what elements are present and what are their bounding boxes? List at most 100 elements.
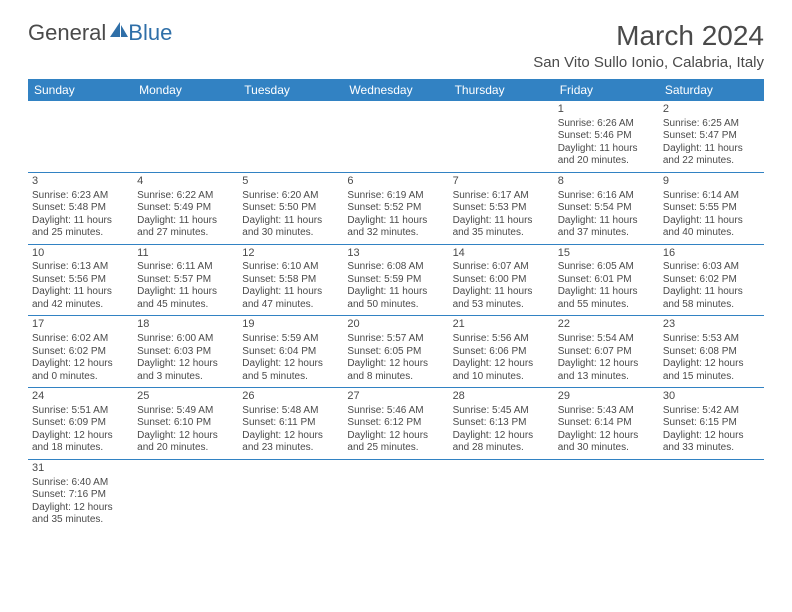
calendar-day-cell: 4Sunrise: 6:22 AMSunset: 5:49 PMDaylight… (133, 172, 238, 244)
sunrise-line: Sunrise: 6:17 AM (453, 190, 550, 203)
sunset-line: Sunset: 6:02 PM (32, 346, 129, 359)
daylight-line-1: Daylight: 11 hours (558, 143, 655, 156)
day-number: 16 (663, 247, 760, 261)
daylight-line-1: Daylight: 11 hours (558, 215, 655, 228)
sunset-line: Sunset: 5:49 PM (137, 202, 234, 215)
weekday-header: Wednesday (343, 79, 448, 101)
daylight-line-2: and 42 minutes. (32, 299, 129, 312)
sunrise-line: Sunrise: 6:02 AM (32, 333, 129, 346)
daylight-line-2: and 20 minutes. (137, 442, 234, 455)
day-number: 8 (558, 175, 655, 189)
sunrise-line: Sunrise: 5:45 AM (453, 405, 550, 418)
daylight-line-2: and 20 minutes. (558, 155, 655, 168)
daylight-line-2: and 23 minutes. (242, 442, 339, 455)
daylight-line-1: Daylight: 11 hours (137, 215, 234, 228)
calendar-day-cell: 31Sunrise: 6:40 AMSunset: 7:16 PMDayligh… (28, 459, 133, 530)
sunset-line: Sunset: 5:54 PM (558, 202, 655, 215)
sunrise-line: Sunrise: 6:08 AM (347, 261, 444, 274)
weekday-header: Monday (133, 79, 238, 101)
month-title: March 2024 (533, 20, 764, 52)
daylight-line-1: Daylight: 11 hours (558, 286, 655, 299)
calendar-day-cell: 17Sunrise: 6:02 AMSunset: 6:02 PMDayligh… (28, 316, 133, 388)
day-number: 15 (558, 247, 655, 261)
daylight-line-2: and 58 minutes. (663, 299, 760, 312)
sunset-line: Sunset: 6:06 PM (453, 346, 550, 359)
calendar-day-cell: 11Sunrise: 6:11 AMSunset: 5:57 PMDayligh… (133, 244, 238, 316)
calendar-day-cell: 30Sunrise: 5:42 AMSunset: 6:15 PMDayligh… (659, 388, 764, 460)
daylight-line-2: and 30 minutes. (558, 442, 655, 455)
sunset-line: Sunset: 6:15 PM (663, 417, 760, 430)
sunset-line: Sunset: 6:00 PM (453, 274, 550, 287)
calendar-day-cell: 13Sunrise: 6:08 AMSunset: 5:59 PMDayligh… (343, 244, 448, 316)
calendar-day-cell: 6Sunrise: 6:19 AMSunset: 5:52 PMDaylight… (343, 172, 448, 244)
calendar-body: 1Sunrise: 6:26 AMSunset: 5:46 PMDaylight… (28, 101, 764, 531)
sunrise-line: Sunrise: 6:13 AM (32, 261, 129, 274)
daylight-line-1: Daylight: 12 hours (453, 430, 550, 443)
sunrise-line: Sunrise: 6:40 AM (32, 477, 129, 490)
sunset-line: Sunset: 6:07 PM (558, 346, 655, 359)
daylight-line-1: Daylight: 12 hours (663, 430, 760, 443)
calendar-empty-cell (659, 459, 764, 530)
day-number: 21 (453, 318, 550, 332)
daylight-line-1: Daylight: 12 hours (137, 358, 234, 371)
day-number: 11 (137, 247, 234, 261)
calendar-day-cell: 2Sunrise: 6:25 AMSunset: 5:47 PMDaylight… (659, 101, 764, 172)
calendar-empty-cell (133, 459, 238, 530)
day-number: 20 (347, 318, 444, 332)
sunrise-line: Sunrise: 5:54 AM (558, 333, 655, 346)
daylight-line-1: Daylight: 12 hours (558, 358, 655, 371)
daylight-line-2: and 15 minutes. (663, 371, 760, 384)
daylight-line-2: and 8 minutes. (347, 371, 444, 384)
calendar-day-cell: 26Sunrise: 5:48 AMSunset: 6:11 PMDayligh… (238, 388, 343, 460)
calendar-day-cell: 23Sunrise: 5:53 AMSunset: 6:08 PMDayligh… (659, 316, 764, 388)
daylight-line-1: Daylight: 11 hours (663, 143, 760, 156)
daylight-line-2: and 45 minutes. (137, 299, 234, 312)
daylight-line-2: and 47 minutes. (242, 299, 339, 312)
sunset-line: Sunset: 7:16 PM (32, 489, 129, 502)
daylight-line-1: Daylight: 11 hours (453, 286, 550, 299)
day-number: 14 (453, 247, 550, 261)
sunrise-line: Sunrise: 5:42 AM (663, 405, 760, 418)
calendar-week-row: 10Sunrise: 6:13 AMSunset: 5:56 PMDayligh… (28, 244, 764, 316)
sunrise-line: Sunrise: 6:10 AM (242, 261, 339, 274)
daylight-line-1: Daylight: 11 hours (32, 215, 129, 228)
calendar-day-cell: 5Sunrise: 6:20 AMSunset: 5:50 PMDaylight… (238, 172, 343, 244)
calendar-day-cell: 8Sunrise: 6:16 AMSunset: 5:54 PMDaylight… (554, 172, 659, 244)
calendar-day-cell: 28Sunrise: 5:45 AMSunset: 6:13 PMDayligh… (449, 388, 554, 460)
calendar-day-cell: 20Sunrise: 5:57 AMSunset: 6:05 PMDayligh… (343, 316, 448, 388)
day-number: 19 (242, 318, 339, 332)
weekday-header: Tuesday (238, 79, 343, 101)
logo-text-blue: Blue (128, 20, 172, 46)
daylight-line-1: Daylight: 12 hours (453, 358, 550, 371)
sunrise-line: Sunrise: 5:43 AM (558, 405, 655, 418)
daylight-line-2: and 18 minutes. (32, 442, 129, 455)
day-number: 6 (347, 175, 444, 189)
sunrise-line: Sunrise: 5:51 AM (32, 405, 129, 418)
sunset-line: Sunset: 6:11 PM (242, 417, 339, 430)
daylight-line-2: and 32 minutes. (347, 227, 444, 240)
sunset-line: Sunset: 6:14 PM (558, 417, 655, 430)
weekday-header: Sunday (28, 79, 133, 101)
daylight-line-2: and 22 minutes. (663, 155, 760, 168)
day-number: 24 (32, 390, 129, 404)
calendar-day-cell: 27Sunrise: 5:46 AMSunset: 6:12 PMDayligh… (343, 388, 448, 460)
day-number: 31 (32, 462, 129, 476)
calendar-empty-cell (343, 101, 448, 172)
daylight-line-1: Daylight: 11 hours (347, 215, 444, 228)
sunset-line: Sunset: 5:47 PM (663, 130, 760, 143)
calendar-day-cell: 7Sunrise: 6:17 AMSunset: 5:53 PMDaylight… (449, 172, 554, 244)
daylight-line-1: Daylight: 11 hours (242, 215, 339, 228)
calendar-week-row: 3Sunrise: 6:23 AMSunset: 5:48 PMDaylight… (28, 172, 764, 244)
day-number: 23 (663, 318, 760, 332)
sunrise-line: Sunrise: 5:57 AM (347, 333, 444, 346)
day-number: 28 (453, 390, 550, 404)
day-number: 2 (663, 103, 760, 117)
calendar-day-cell: 10Sunrise: 6:13 AMSunset: 5:56 PMDayligh… (28, 244, 133, 316)
calendar-week-row: 31Sunrise: 6:40 AMSunset: 7:16 PMDayligh… (28, 459, 764, 530)
sunrise-line: Sunrise: 6:20 AM (242, 190, 339, 203)
weekday-header-row: SundayMondayTuesdayWednesdayThursdayFrid… (28, 79, 764, 101)
calendar-day-cell: 18Sunrise: 6:00 AMSunset: 6:03 PMDayligh… (133, 316, 238, 388)
calendar-day-cell: 16Sunrise: 6:03 AMSunset: 6:02 PMDayligh… (659, 244, 764, 316)
title-block: March 2024 San Vito Sullo Ionio, Calabri… (533, 20, 764, 71)
daylight-line-2: and 37 minutes. (558, 227, 655, 240)
